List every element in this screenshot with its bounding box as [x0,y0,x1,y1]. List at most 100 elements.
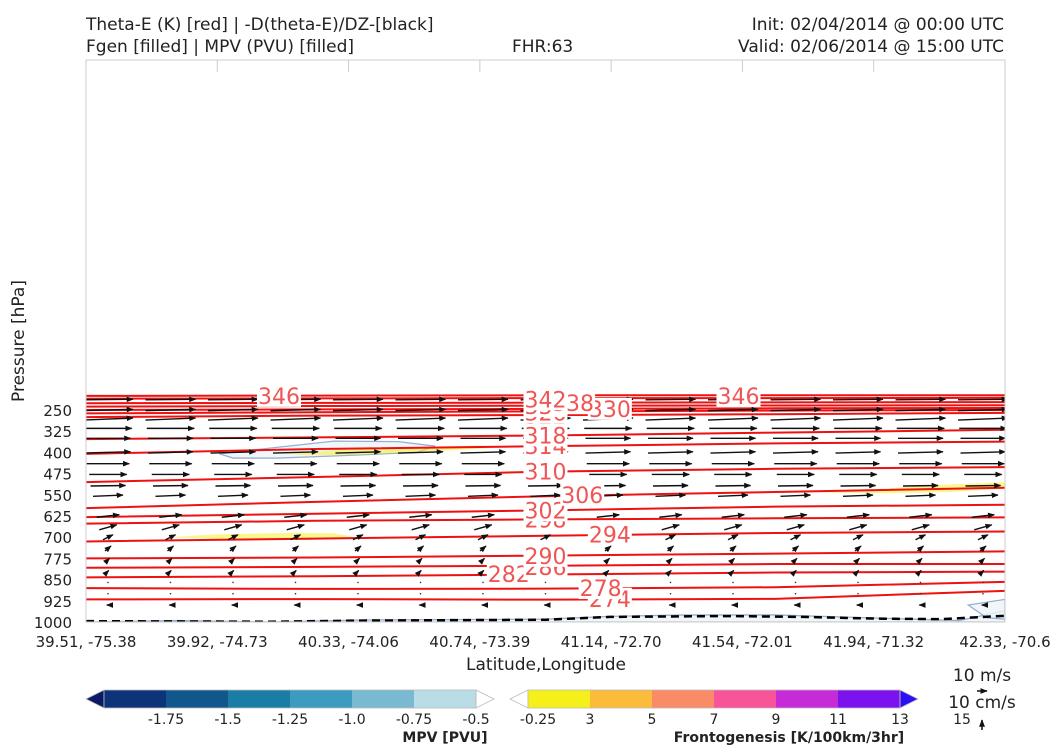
wind-vector [911,523,930,531]
mpv-colorbar: -1.75 -1.5 -1.25 -1.0 -0.75 -0.5 -0.25 [85,689,556,728]
colorbar-outline [103,689,477,709]
wind-vector [291,545,300,553]
theta-e-contour-label: 294 [589,523,631,548]
colorbar-swatch [104,690,167,708]
wind-vector [957,406,1005,413]
wind-vector [478,557,485,565]
wind-vector [897,449,944,455]
wind-vector [169,581,172,584]
y-tick-label: 325 [43,423,72,441]
theta-e-contour-label: 318 [525,424,567,449]
theta-e-contour-label: 282 [488,563,530,588]
wind-vector [652,482,689,489]
wind-vector [457,396,509,403]
theta-e-contour-278 [86,580,1005,590]
wind-vector [415,557,423,565]
wind-vector [916,545,925,553]
wind-vector [416,545,425,553]
wind-vector [971,512,995,519]
wind-vector [161,523,180,531]
theta-e-label-bg [523,499,568,522]
wind-vector [772,449,819,455]
wind-vector [332,406,384,413]
wind-vector [909,512,933,519]
colorbar-tick-label: -1.25 [272,712,308,728]
wind-vector [92,492,124,499]
theta-e-label-bg [587,397,632,420]
wind-vector [853,557,860,565]
wind-vector [272,449,319,455]
wind-vector [155,492,187,499]
wind-vector [960,449,1005,455]
wind-vector [647,449,694,455]
wind-vector [147,449,194,455]
wind-vector [729,545,737,553]
wind-vector [419,581,422,584]
y-tick-label: 775 [43,550,72,568]
wind-vector [784,512,808,519]
theta-e-contour-label: 346 [717,385,759,410]
wind-vector [770,406,822,413]
wind-vector [335,449,382,455]
wind-vector [86,406,134,413]
wind-vector [169,592,172,595]
mpv-filled-area [86,610,1005,622]
theta-e-contour-label: 278 [580,577,622,602]
wind-vector [286,523,305,531]
theta-e-label-bg [523,388,568,411]
wind-vector [419,592,422,595]
wind-vector [290,557,298,565]
wind-vector [585,449,632,455]
wind-vector [332,396,384,403]
theta-e-contour-label: 346 [258,385,300,410]
colorbar-tick-label: -1.0 [338,712,365,728]
wind-vector [107,592,109,595]
theta-e-contour-274 [86,589,1005,601]
wind-vector [103,557,110,565]
wind-vector [895,406,947,413]
wind-vector [669,581,672,584]
wind-vector [710,449,757,455]
wind-vector [957,415,1005,422]
wind-vector [895,415,947,422]
wind-vector [852,534,864,541]
y-tick-label: 925 [43,593,72,611]
wind-vector [353,557,360,565]
wind-vector [857,592,859,595]
colorbar-tick-label: 15 [953,712,971,728]
wind-vector [479,545,487,553]
wind-vector [165,534,177,541]
wind-vector [460,449,507,455]
wind-vector [915,557,923,565]
colorbar-max-arrow [899,689,919,709]
wind-vector [474,523,493,531]
wind-vector [717,492,749,499]
wind-vector [482,581,484,584]
wind-vector [284,512,308,519]
y-tick-label: 250 [43,402,72,420]
wind-vector [919,581,922,584]
wind-vector [270,406,322,413]
wind-vector [915,534,927,541]
wind-vector [354,545,362,553]
wind-vector [152,482,189,489]
wind-vector [832,406,884,413]
wind-vector [852,569,860,577]
wind-vector [540,534,552,541]
colorbar-tick-label: 3 [586,712,595,728]
wind-vector [227,534,239,541]
colorbar-swatch [838,690,901,708]
wind-vector [357,592,359,595]
x-tick-label: 41.14, -72.70 [561,633,662,651]
wind-vector [914,569,922,577]
wind-vector [340,482,377,489]
wind-vector [603,557,610,565]
wind-vector [770,396,822,403]
wind-vector [99,523,118,531]
fgen-colorbar: 3 5 7 9 11 13 15 [509,689,971,728]
mpv-colorbar-label: MPV [PVU] [402,730,487,746]
wind-vector [979,545,987,553]
wind-vector [895,396,947,403]
wind-vector [724,523,743,531]
theta-e-label-bg [578,577,623,600]
